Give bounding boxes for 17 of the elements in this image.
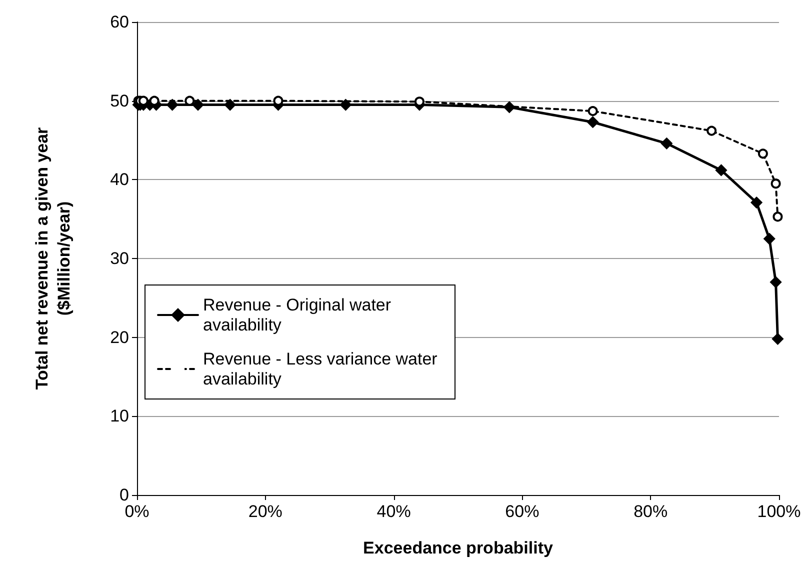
x-tick-label: 80% xyxy=(634,502,668,521)
x-tick-label: 100% xyxy=(757,502,801,521)
x-tick-label: 20% xyxy=(248,502,282,521)
x-tick-label: 0% xyxy=(124,502,150,521)
y-tick-label: 60 xyxy=(110,12,129,32)
y-tick-label: 30 xyxy=(110,249,129,268)
x-tick-label: 40% xyxy=(376,502,411,521)
y-tick-label: 40 xyxy=(110,170,129,190)
y-tick-label: 0 xyxy=(120,486,129,504)
y-tick-label: 50 xyxy=(110,91,129,110)
legend-label: Revenue - Original water availability xyxy=(203,296,396,334)
y-axis-title: Total net revenue in a given year ($Million/year) xyxy=(32,126,74,390)
x-tick-label: 60% xyxy=(505,502,540,521)
y-tick-label: 20 xyxy=(110,328,129,347)
y-tick-label: 10 xyxy=(110,406,129,426)
x-axis-title: Exceedance probability xyxy=(363,538,554,558)
legend-label: Revenue - Less variance water availability xyxy=(203,350,442,388)
